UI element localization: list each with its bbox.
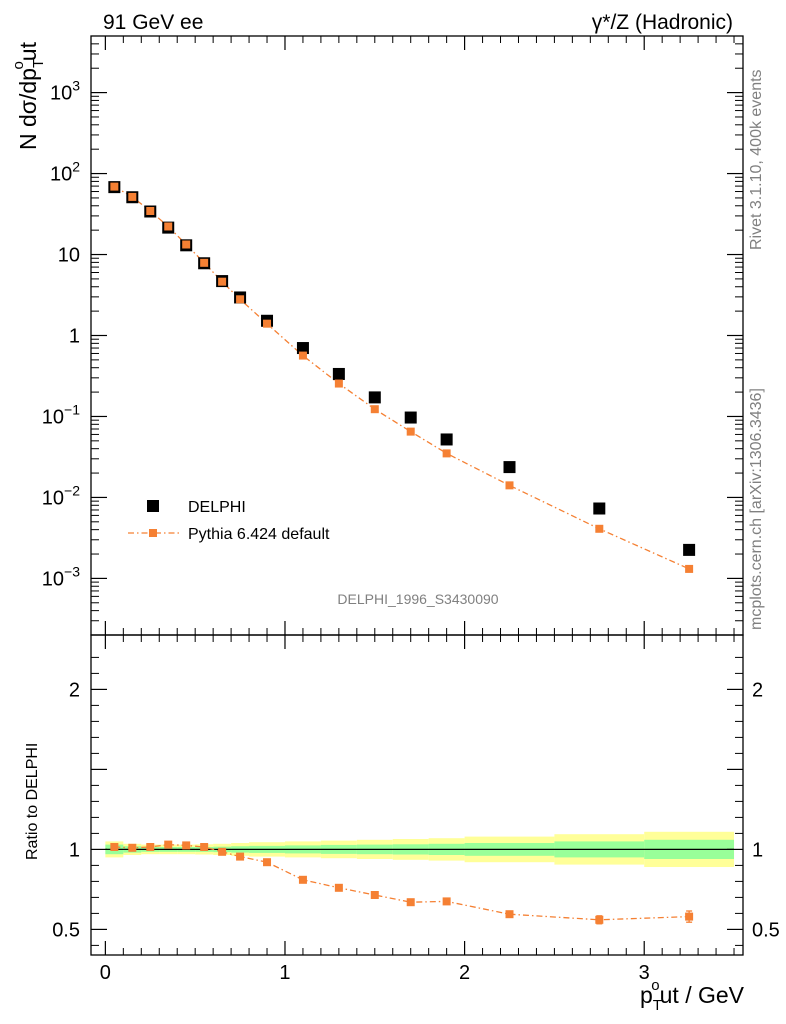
main-y-axis-label: N dσ/dpTout: [10, 41, 47, 150]
ratio-panel-series: [110, 840, 694, 925]
ratio-data-point: [298, 875, 307, 884]
ratio-frame: [90, 634, 744, 956]
delphi-data-point: [683, 543, 696, 556]
main-y-tick-label: 1: [69, 326, 80, 348]
legend-data-label: DELPHI: [188, 499, 246, 516]
x-tick-label: 2: [459, 962, 470, 984]
main-y-tick-label: 102: [50, 159, 80, 186]
x-tick-label: 1: [279, 962, 290, 984]
ratio-data-point: [595, 915, 604, 924]
legend-data-marker: [147, 500, 159, 512]
mc-data-point: [146, 206, 155, 215]
delphi-data-point: [332, 367, 345, 380]
x-tick-label: 3: [639, 962, 650, 984]
ratio-data-point: [146, 843, 155, 851]
ratio-data-point: [236, 852, 245, 861]
ratio-data-point: [110, 843, 119, 851]
ratio-data-point: [182, 841, 191, 850]
mc-data-point: [370, 405, 379, 414]
ratio-y-tick-label-left: 1: [69, 839, 80, 861]
delphi-data-point: [440, 433, 453, 446]
ratio-data-point: [200, 843, 209, 851]
rivet-label: Rivet 3.1.10, 400k events: [748, 69, 765, 250]
ratio-y-tick-label-left: 2: [69, 679, 80, 701]
main-y-tick-label: 10: [58, 245, 80, 267]
ratio-data-point: [505, 910, 514, 919]
analysis-watermark: DELPHI_1996_S3430090: [337, 591, 498, 607]
mc-data-point: [595, 524, 604, 533]
x-axis-label: pTout / GeV: [640, 977, 745, 1014]
mc-data-point: [685, 564, 694, 573]
main-y-tick-label: 103: [50, 78, 80, 105]
ratio-data-point: [164, 840, 173, 849]
mc-data-point: [110, 182, 119, 191]
mc-data-point: [236, 295, 245, 304]
delphi-data-point: [296, 342, 309, 355]
header-left-label: 91 GeV ee: [103, 11, 203, 34]
ratio-data-point: [406, 898, 415, 907]
ratio-data-point: [128, 843, 137, 852]
main-panel-axes: 10−3 10−2 10−1 1 10 102 103: [42, 35, 744, 636]
legend-mc-marker: [149, 529, 157, 537]
delphi-data-point: [593, 502, 606, 515]
mc-data-point: [200, 258, 209, 267]
delphi-data-point: [368, 391, 381, 404]
delphi-data-point: [503, 461, 516, 474]
main-y-tick-label: 10−2: [42, 482, 80, 509]
ratio-data-point: [442, 897, 451, 906]
mc-data-point: [298, 351, 307, 360]
mc-data-point: [442, 449, 451, 458]
mc-data-point: [164, 222, 173, 231]
ratio-y-tick-label-right: 2: [752, 679, 763, 701]
x-tick-label: 0: [100, 962, 111, 984]
ratio-y-tick-label-left: 0.5: [52, 919, 80, 941]
delphi-data-point: [404, 411, 417, 424]
mc-data-point: [182, 240, 191, 249]
mc-data-point: [128, 192, 137, 201]
mc-data-point: [505, 481, 514, 490]
legend: DELPHI Pythia 6.424 default: [128, 499, 330, 543]
ratio-data-point: [685, 912, 694, 921]
main-y-tick-label: 10−3: [42, 563, 80, 590]
mc-data-point: [218, 277, 227, 286]
mcplots-label: mcplots.cern.ch [arXiv:1306.3436]: [748, 388, 765, 630]
mc-data-point: [406, 427, 415, 436]
main-panel-series: [108, 181, 696, 573]
header-right-label: γ*/Z (Hadronic): [592, 11, 733, 34]
ratio-data-point: [218, 847, 227, 856]
ratio-data-point: [334, 883, 343, 892]
ratio-data-point: [370, 891, 379, 899]
ratio-y-tick-label-right: 0.5: [752, 919, 780, 941]
ratio-y-tick-label-right: 1: [752, 839, 763, 861]
main-frame: [90, 35, 744, 636]
main-y-tick-label: 10−1: [42, 401, 80, 428]
mc-data-point: [263, 319, 272, 328]
ratio-data-point: [263, 858, 272, 867]
ratio-y-axis-label: Ratio to DELPHI: [24, 743, 41, 860]
legend-mc-label: Pythia 6.424 default: [188, 526, 330, 543]
ratio-panel-axes: 0 1 2 3 0.5 0.5 1 1 2 2: [52, 634, 780, 984]
mc-data-point: [334, 379, 343, 388]
